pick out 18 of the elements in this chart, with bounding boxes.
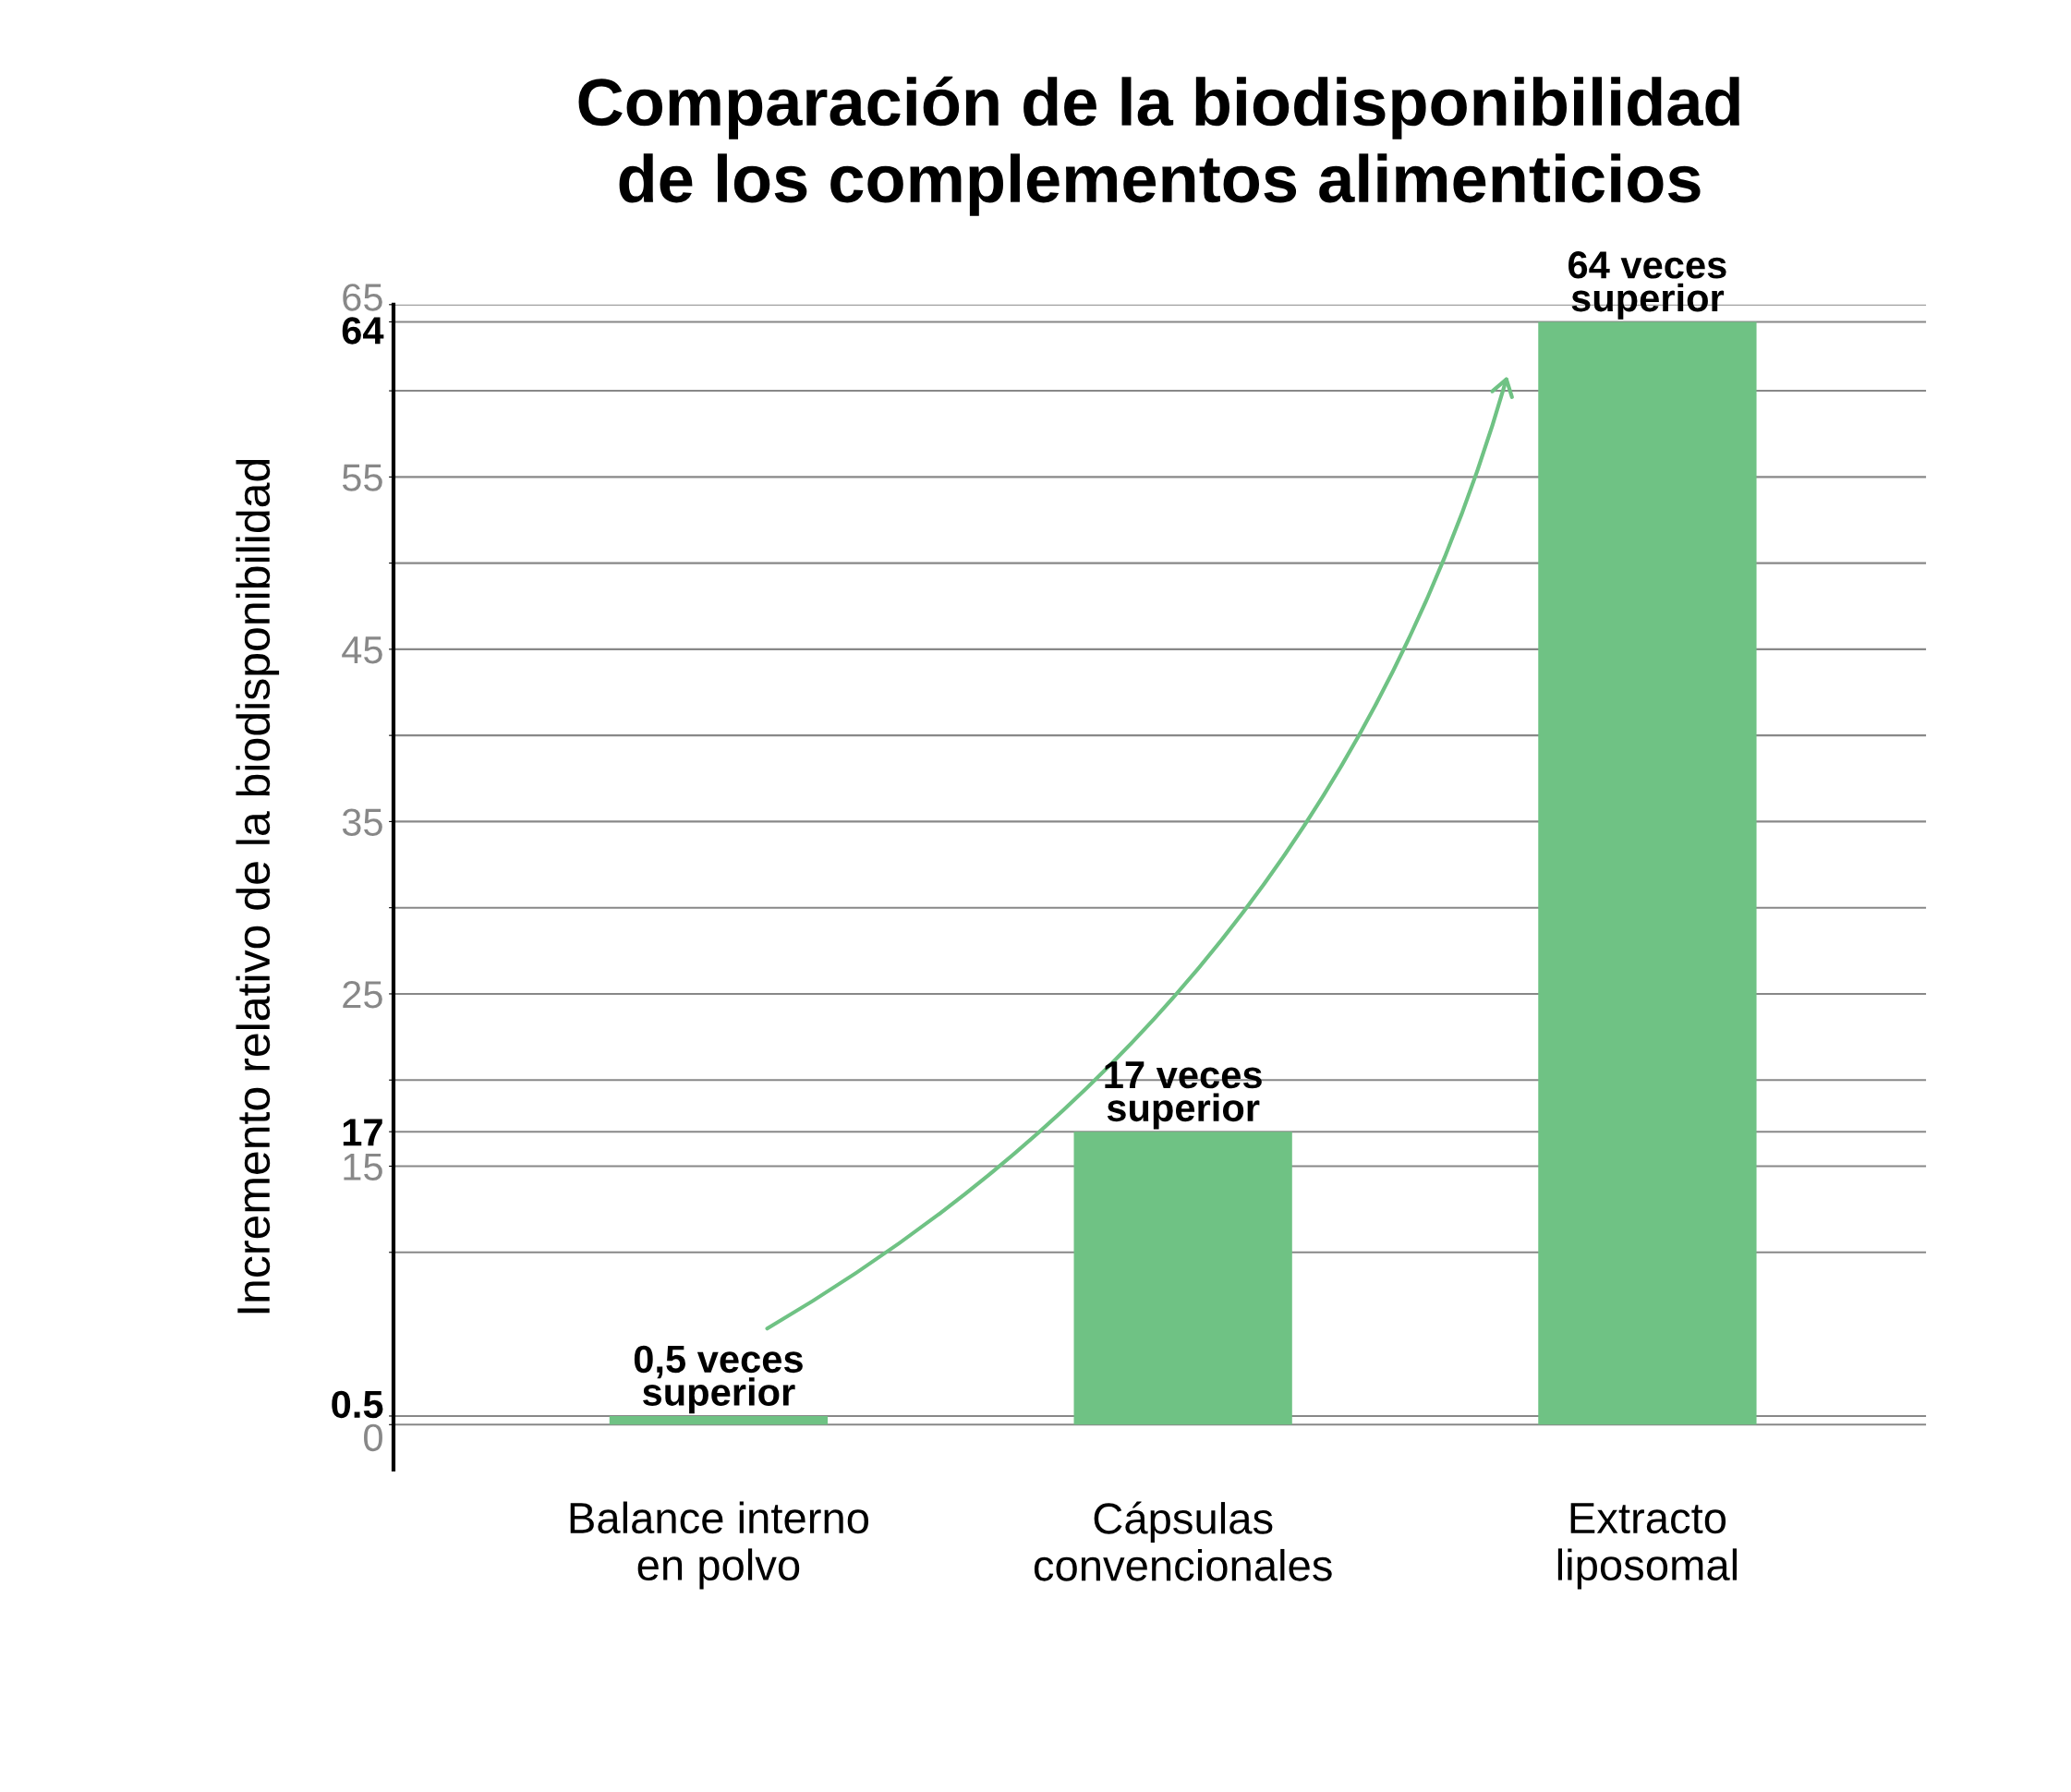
y-tick-label: 45 (342, 636, 382, 664)
y-tick-label: 15 (344, 1153, 382, 1181)
data-label: 64 veces superior (1568, 251, 1726, 320)
x-tick-label: Balance interno en polvo (570, 1501, 869, 1590)
x-tick-label: Cápsulas convencionales (1034, 1501, 1332, 1581)
y-tick-label: 65 (343, 284, 382, 311)
data-label: 0,5 veces superior (634, 1345, 803, 1414)
y-tick-label: 25 (343, 980, 382, 1009)
y-tick-label: 35 (342, 808, 382, 836)
y-tick-label: 55 (342, 464, 382, 491)
x-tick-label: Extracto liposomal (1557, 1503, 1737, 1590)
data-label: 17 veces superior (1105, 1061, 1262, 1130)
y-tick-label: 17 (343, 1119, 382, 1146)
y-tick-label: 0.5 (332, 1390, 383, 1419)
y-tick-label: 0 (364, 1423, 382, 1452)
y-tick-label: 64 (342, 317, 384, 345)
y-axis-title: Incremento relativo de la biodisponibilidad (236, 459, 280, 1314)
chart-title: Comparación de la biodisponibilidad de los complementos alimenticios (578, 76, 1739, 216)
